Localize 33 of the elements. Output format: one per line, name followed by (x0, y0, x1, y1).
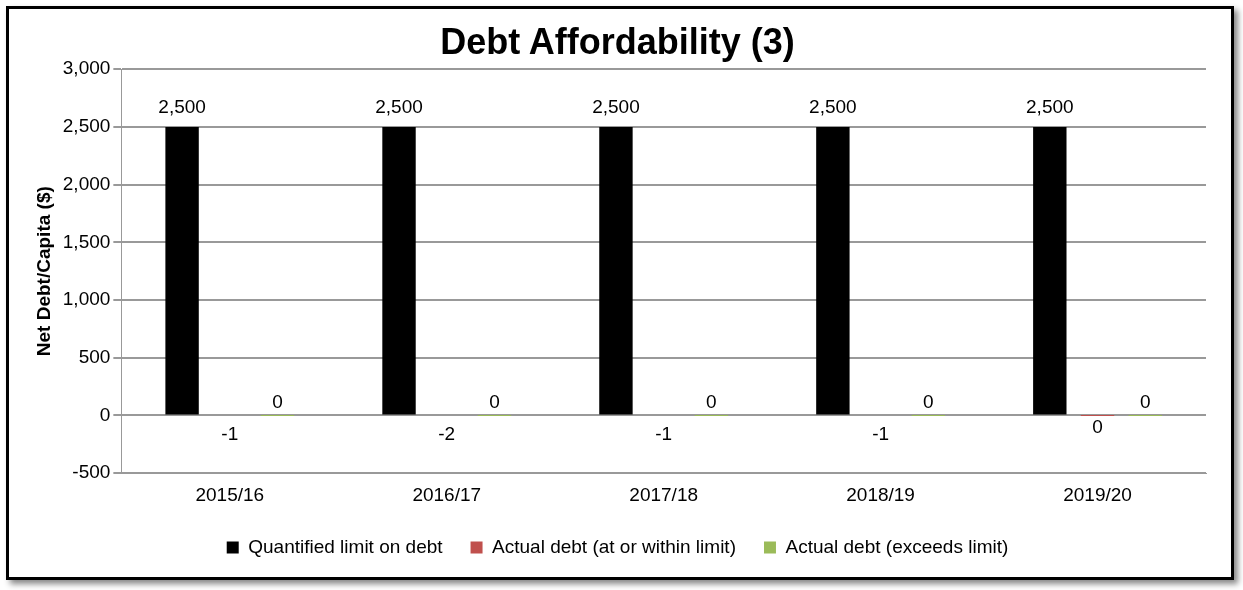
data-label: 0 (706, 391, 717, 413)
x-tick-label: 2015/16 (195, 483, 265, 505)
y-tick-label: 2,000 (62, 172, 111, 194)
y-tick-label: 2,500 (62, 115, 111, 137)
y-tick-label: 3,000 (62, 57, 111, 79)
y-tick-label: 1,000 (62, 288, 111, 310)
legend-label: Quantified limit on debt (248, 535, 444, 557)
data-label: 0 (272, 391, 283, 413)
x-tick-label: 2017/18 (629, 483, 699, 505)
data-label: 0 (923, 391, 934, 413)
data-label: 2,500 (375, 95, 423, 117)
data-label: 2,500 (1026, 95, 1074, 117)
data-label: 2,500 (592, 95, 640, 117)
data-label: -1 (221, 423, 239, 445)
y-tick-label: 0 (99, 403, 111, 425)
x-tick-label: 2019/20 (1063, 483, 1132, 505)
data-label: -2 (438, 423, 456, 445)
y-axis-title: Net Debt/Capita ($) (32, 186, 54, 357)
legend-label: Actual debt (exceeds limit) (785, 535, 1009, 557)
x-tick-label: 2018/19 (846, 483, 915, 505)
data-label: 0 (489, 391, 500, 413)
data-label: -1 (872, 423, 890, 445)
y-tick-label: 1,500 (62, 230, 111, 252)
data-label: 2,500 (809, 95, 857, 117)
y-tick-label: -500 (72, 461, 111, 483)
data-label: 0 (1092, 416, 1103, 438)
y-tick-label: 500 (78, 346, 111, 368)
data-label: 2,500 (158, 95, 206, 117)
data-label: 0 (1139, 391, 1151, 413)
legend-label: Actual debt (at or within limit) (492, 535, 736, 557)
data-label: -1 (655, 423, 673, 445)
x-tick-label: 2016/17 (412, 483, 482, 505)
chart-title: Debt Affordability (3) (440, 20, 795, 62)
